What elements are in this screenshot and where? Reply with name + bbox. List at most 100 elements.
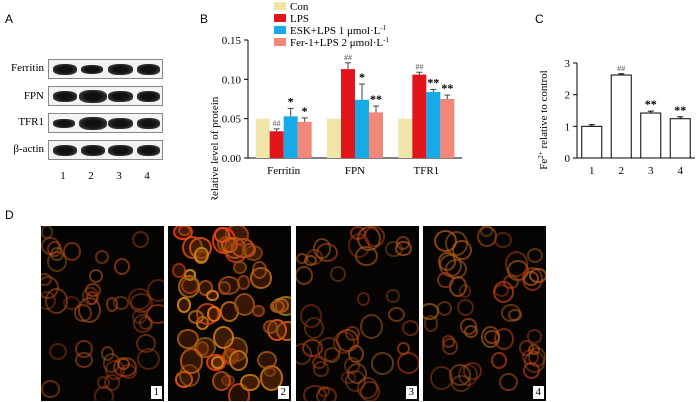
cell bbox=[501, 304, 521, 323]
cell bbox=[214, 227, 230, 244]
cell bbox=[269, 299, 286, 314]
data-label: ## bbox=[273, 119, 281, 128]
blot-band bbox=[53, 64, 77, 75]
cell bbox=[194, 247, 210, 264]
cell bbox=[217, 280, 232, 296]
data-label: ## bbox=[415, 62, 423, 71]
cell bbox=[360, 380, 381, 401]
data-label: ## bbox=[617, 64, 625, 73]
panel-letter-a: A bbox=[5, 12, 14, 26]
micrograph-label: 1 bbox=[150, 386, 162, 399]
cell bbox=[206, 305, 222, 322]
cell bbox=[441, 335, 456, 349]
cell bbox=[437, 271, 454, 288]
blot-band bbox=[108, 64, 133, 75]
y-tick-label: 0.00 bbox=[222, 153, 242, 165]
blot-label-fpn: FPN bbox=[23, 90, 44, 102]
blot-band bbox=[108, 91, 133, 102]
blot-band bbox=[79, 90, 107, 103]
cell bbox=[233, 292, 255, 316]
panel-letter-b: B bbox=[200, 12, 209, 26]
cell bbox=[41, 380, 60, 398]
micrograph-4: 4 bbox=[423, 226, 546, 401]
cell bbox=[359, 313, 383, 339]
panel-letter-c: C bbox=[535, 12, 544, 26]
cell bbox=[41, 291, 57, 311]
blot-strip-tfr1 bbox=[48, 113, 163, 133]
blot-label-ferritin: Ferritin bbox=[11, 62, 44, 74]
cell bbox=[48, 343, 67, 361]
data-label: ** bbox=[645, 97, 657, 111]
cell bbox=[396, 341, 410, 356]
cell bbox=[346, 363, 367, 384]
cell bbox=[263, 320, 278, 334]
cell bbox=[240, 373, 260, 392]
panel-letter-d: D bbox=[5, 208, 14, 222]
cell bbox=[483, 329, 500, 345]
cell bbox=[137, 348, 161, 371]
blot-band bbox=[53, 119, 75, 128]
cell bbox=[75, 352, 94, 369]
cell bbox=[490, 351, 507, 370]
y-tick-label: 0.05 bbox=[222, 114, 242, 126]
cell bbox=[179, 347, 204, 375]
data-label: * bbox=[302, 104, 308, 118]
y-tick-label: 0 bbox=[565, 153, 571, 165]
cell bbox=[371, 352, 395, 375]
x-tick-label: TFR1 bbox=[413, 165, 439, 177]
cell bbox=[332, 330, 355, 354]
micrograph-3: 3 bbox=[296, 226, 419, 401]
bar bbox=[610, 74, 632, 159]
cell bbox=[347, 232, 370, 258]
cell bbox=[526, 248, 543, 263]
cell bbox=[436, 301, 453, 317]
bar bbox=[369, 112, 383, 158]
data-label: ** bbox=[441, 81, 453, 95]
blot-band bbox=[53, 91, 77, 102]
bar bbox=[640, 112, 662, 159]
x-tick-label: 2 bbox=[619, 165, 625, 177]
blot-strip-fpn bbox=[48, 86, 163, 106]
x-tick-label: Ferritin bbox=[267, 165, 300, 177]
y-tick-label: 1 bbox=[565, 121, 571, 133]
cell bbox=[464, 324, 478, 338]
data-label: ** bbox=[370, 92, 382, 106]
bar bbox=[283, 116, 298, 158]
data-label: * bbox=[359, 70, 365, 84]
lane-number: 4 bbox=[144, 170, 150, 182]
cell bbox=[178, 275, 201, 299]
cell bbox=[430, 365, 453, 391]
cell bbox=[252, 304, 266, 318]
blot-strip-ferritin bbox=[48, 59, 163, 79]
cell bbox=[139, 315, 153, 330]
cell bbox=[437, 252, 456, 271]
blot-band bbox=[137, 91, 160, 102]
bar bbox=[355, 99, 369, 158]
y-axis-label: Fe2+ relative to control bbox=[537, 70, 550, 169]
data-label: ## bbox=[344, 53, 352, 62]
bar bbox=[297, 121, 312, 158]
cell bbox=[85, 290, 99, 305]
cell bbox=[423, 303, 439, 320]
cell bbox=[304, 254, 317, 266]
micrograph-label: 2 bbox=[277, 386, 289, 399]
cell bbox=[172, 262, 186, 279]
cell bbox=[97, 375, 111, 390]
cell bbox=[62, 242, 81, 261]
cell bbox=[458, 284, 472, 299]
cell bbox=[395, 240, 412, 256]
cell bbox=[493, 231, 512, 249]
blot-band bbox=[108, 118, 133, 129]
cell bbox=[526, 329, 543, 344]
cell bbox=[529, 268, 546, 284]
bar bbox=[327, 118, 341, 158]
y-axis-label: Relative level of protein bbox=[209, 96, 221, 200]
cell bbox=[256, 351, 277, 370]
cell bbox=[462, 362, 482, 380]
cell bbox=[132, 231, 150, 249]
cell bbox=[387, 307, 405, 323]
cell bbox=[231, 237, 256, 259]
x-tick-label: 4 bbox=[678, 165, 684, 177]
bar bbox=[398, 118, 413, 158]
lane-number: 1 bbox=[60, 170, 66, 182]
